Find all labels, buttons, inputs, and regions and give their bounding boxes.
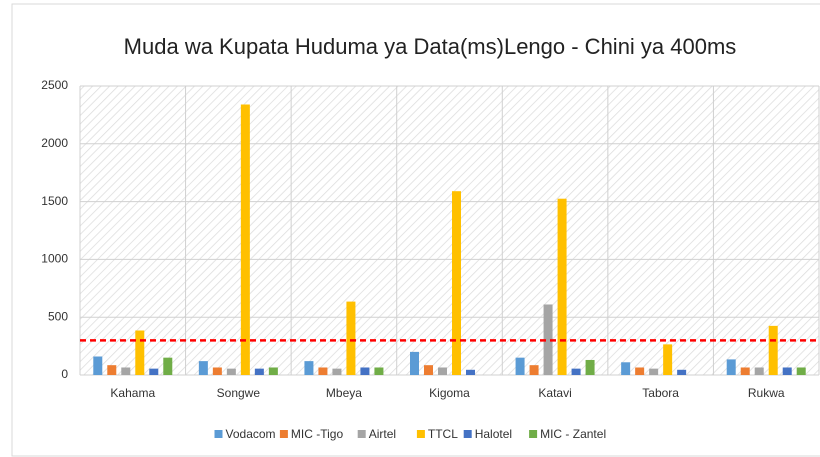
bar	[740, 367, 750, 375]
x-tick-label: Songwe	[217, 386, 261, 400]
bar	[529, 365, 539, 375]
bar	[254, 368, 264, 375]
bar	[304, 361, 314, 375]
bar	[240, 104, 250, 375]
bar	[135, 330, 145, 375]
x-tick-label: Katavi	[538, 386, 571, 400]
legend-swatch	[529, 430, 538, 438]
y-tick-label: 0	[61, 367, 68, 381]
legend-label: Vodacom	[226, 427, 276, 441]
legend-label: Airtel	[369, 427, 396, 441]
bar	[268, 367, 278, 375]
y-tick-label: 500	[48, 309, 68, 323]
bar	[424, 365, 433, 375]
x-tick-label: Tabora	[642, 386, 679, 400]
bar	[438, 367, 447, 375]
bar	[332, 368, 342, 375]
bar	[663, 344, 673, 375]
bar	[452, 191, 461, 375]
bar	[466, 369, 475, 375]
legend-swatch	[214, 430, 223, 438]
bar	[93, 356, 103, 375]
plot-area	[80, 86, 819, 375]
bar	[212, 367, 222, 375]
bar	[410, 351, 419, 375]
bar	[360, 367, 370, 375]
legend-label: MIC - Zantel	[540, 427, 606, 441]
y-tick-label: 1000	[41, 252, 68, 266]
x-tick-label: Kigoma	[429, 386, 470, 400]
y-tick-label: 2500	[41, 78, 68, 92]
bar	[557, 198, 567, 375]
legend-swatch	[279, 430, 288, 438]
y-tick-label: 1500	[41, 194, 68, 208]
bar	[796, 367, 806, 375]
x-tick-label: Kahama	[110, 386, 155, 400]
y-tick-label: 2000	[41, 136, 68, 150]
legend-label: MIC -Tigo	[291, 427, 344, 441]
legend-swatch	[416, 430, 425, 438]
bar	[571, 368, 581, 375]
bar	[149, 368, 159, 375]
bar	[726, 359, 736, 375]
bar	[677, 369, 687, 375]
bar	[121, 367, 131, 375]
bar	[515, 357, 525, 375]
bar	[768, 325, 778, 375]
bar	[226, 368, 236, 375]
bar	[346, 301, 356, 375]
legend-label: TTCL	[428, 427, 458, 441]
bar	[649, 368, 659, 375]
bar	[318, 367, 328, 375]
bar	[163, 357, 173, 375]
bar	[198, 361, 208, 375]
legend-swatch	[357, 430, 366, 438]
bar	[635, 367, 645, 375]
bar	[621, 362, 631, 375]
bar	[543, 304, 553, 375]
bar	[585, 359, 595, 375]
bar	[374, 367, 384, 375]
x-tick-label: Mbeya	[326, 386, 362, 400]
x-tick-label: Rukwa	[748, 386, 785, 400]
bar	[107, 365, 117, 375]
bar	[782, 367, 792, 375]
legend-label: Halotel	[475, 427, 512, 441]
legend-swatch	[463, 430, 472, 438]
chart-title: Muda wa Kupata Huduma ya Data(ms)Lengo -…	[124, 34, 737, 59]
bar	[754, 367, 764, 375]
